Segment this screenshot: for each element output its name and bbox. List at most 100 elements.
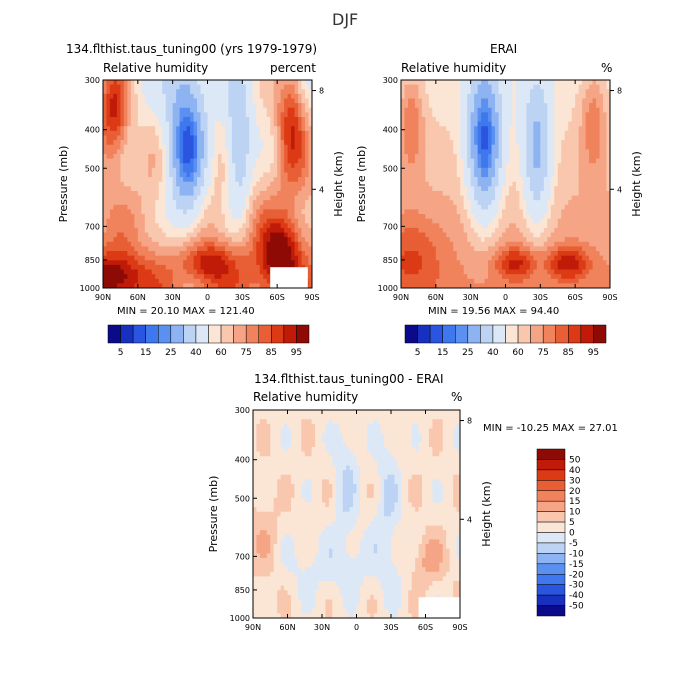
heatmap-cell: [134, 89, 139, 95]
heatmap-cell: [456, 103, 461, 109]
heatmap-cell: [242, 144, 247, 150]
heatmap-cell: [519, 172, 524, 178]
heatmap-cell: [190, 190, 194, 196]
heatmap-cell: [224, 153, 229, 159]
heatmap-cell: [113, 116, 118, 122]
heatmap-cell: [526, 149, 531, 155]
heatmap-cell: [561, 89, 566, 95]
heatmap-cell: [442, 195, 447, 201]
heatmap-cell: [231, 107, 236, 113]
heatmap-cell: [210, 158, 215, 164]
heatmap-cell: [176, 149, 181, 155]
heatmap-cell: [526, 195, 531, 201]
heatmap-cell: [137, 246, 142, 252]
heatmap-cell: [407, 172, 412, 178]
heatmap-cell: [221, 121, 226, 127]
heatmap-cell: [284, 172, 289, 178]
heatmap-cell: [144, 140, 149, 146]
heatmap-cell: [421, 126, 426, 132]
heatmap-cell: [484, 130, 489, 136]
heatmap-cell: [197, 237, 201, 243]
heatmap-cell: [141, 135, 146, 141]
heatmap-cell: [270, 246, 275, 252]
heatmap-cell: [197, 186, 201, 192]
heatmap-cell: [221, 112, 226, 118]
heatmap-cell: [481, 204, 485, 210]
heatmap-cell: [120, 241, 125, 247]
heatmap-cell: [442, 264, 447, 270]
heatmap-cell: [134, 232, 139, 238]
heatmap-cell: [231, 121, 236, 127]
heatmap-cell: [210, 163, 215, 169]
heatmap-cell: [418, 204, 423, 210]
heatmap-cell: [571, 144, 576, 150]
heatmap-cell: [481, 246, 485, 252]
heatmap-cell: [512, 274, 517, 280]
heatmap-cell: [141, 255, 146, 261]
heatmap-cell: [127, 116, 132, 122]
heatmap-cell: [252, 186, 257, 192]
heatmap-cell: [120, 121, 125, 127]
heatmap-cell: [151, 84, 156, 90]
heatmap-cell: [298, 195, 302, 201]
heatmap-cell: [432, 241, 437, 247]
heatmap-cell: [280, 209, 285, 215]
heatmap-cell: [259, 204, 264, 210]
heatmap-cell: [238, 130, 243, 136]
heatmap-cell: [242, 181, 247, 187]
heatmap-cell: [533, 278, 538, 284]
heatmap-cell: [536, 195, 541, 201]
heatmap-cell: [284, 107, 289, 113]
heatmap-cell: [137, 264, 142, 270]
heatmap-cell: [266, 190, 271, 196]
heatmap-cell: [502, 264, 506, 270]
heatmap-cell: [407, 218, 412, 224]
heatmap-cell: [193, 126, 198, 132]
heatmap-cell: [116, 278, 121, 284]
heatmap-cell: [130, 214, 135, 220]
heatmap-cell: [449, 112, 454, 118]
heatmap-cell: [127, 112, 132, 118]
heatmap-cell: [263, 195, 268, 201]
heatmap-cell: [449, 98, 454, 104]
heatmap-cell: [256, 200, 261, 206]
heatmap-cell: [508, 130, 513, 136]
heatmap-cell: [176, 209, 181, 215]
heatmap-cell: [106, 227, 111, 233]
heatmap-cell: [564, 130, 569, 136]
heatmap-cell: [470, 126, 475, 132]
heatmap-cell: [214, 93, 219, 99]
heatmap-cell: [428, 251, 433, 257]
heatmap-cell: [488, 116, 492, 122]
panel-model-subtitle-left: Relative humidity: [103, 61, 209, 75]
heatmap-cell: [228, 255, 233, 261]
heatmap-cell: [432, 269, 437, 275]
heatmap-cell: [484, 200, 489, 206]
heatmap-cell: [467, 186, 472, 192]
heatmap-cell: [235, 163, 240, 169]
heatmap-cell: [519, 218, 524, 224]
heatmap-cell: [411, 144, 416, 150]
heatmap-cell: [235, 93, 240, 99]
heatmap-cell: [554, 98, 559, 104]
heatmap-cell: [456, 140, 461, 146]
heatmap-cell: [103, 204, 107, 210]
heatmap-cell: [484, 195, 489, 201]
heatmap-cell: [217, 264, 222, 270]
heatmap-cell: [176, 246, 181, 252]
heatmap-cell: [130, 269, 135, 275]
heatmap-cell: [432, 223, 437, 229]
heatmap-cell: [137, 149, 142, 155]
heatmap-cell: [186, 283, 191, 289]
heatmap-cell: [533, 269, 538, 275]
heatmap-cell: [463, 227, 468, 233]
heatmap-cell: [467, 112, 472, 118]
heatmap-cell: [453, 144, 458, 150]
heatmap-cell: [148, 172, 153, 178]
heatmap-cell: [526, 116, 531, 122]
heatmap-cell: [401, 278, 405, 284]
heatmap-cell: [113, 223, 118, 229]
heatmap-cell: [235, 246, 240, 252]
heatmap-cell: [529, 227, 534, 233]
heatmap-cell: [505, 246, 510, 252]
